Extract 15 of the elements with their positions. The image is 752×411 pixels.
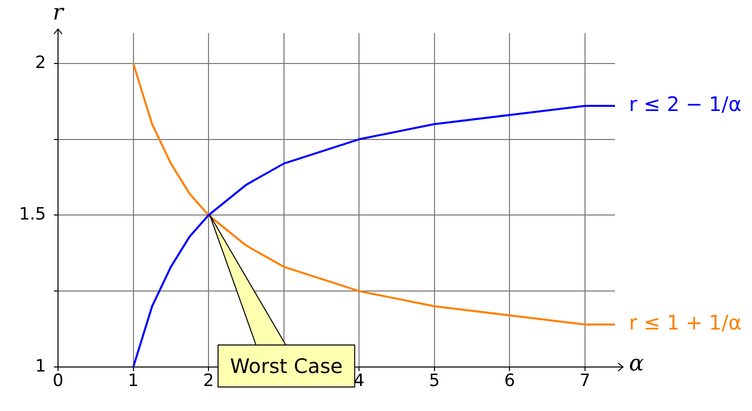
y-tick-label: 1.5 bbox=[18, 204, 46, 225]
x-tick-label: 6 bbox=[504, 370, 516, 391]
y-tick-label: 1 bbox=[35, 356, 46, 376]
x-tick-label: 0 bbox=[52, 370, 64, 391]
x-tick-label: 4 bbox=[354, 370, 364, 391]
y-axis-title: r bbox=[52, 0, 65, 26]
annotation: Worst Case bbox=[230, 354, 343, 378]
x-tick-label: 2 bbox=[203, 370, 214, 391]
x-axis-title: α bbox=[629, 352, 644, 377]
y-tick-label: 2 bbox=[35, 52, 46, 73]
series-label: r ≤ 1 + 1/α bbox=[629, 310, 742, 335]
x-tick-label: 7 bbox=[579, 370, 590, 391]
series-label: r ≤ 2 − 1/α bbox=[629, 92, 742, 116]
x-tick-label: 5 bbox=[428, 370, 440, 391]
x-tick-label: 1 bbox=[128, 370, 139, 391]
